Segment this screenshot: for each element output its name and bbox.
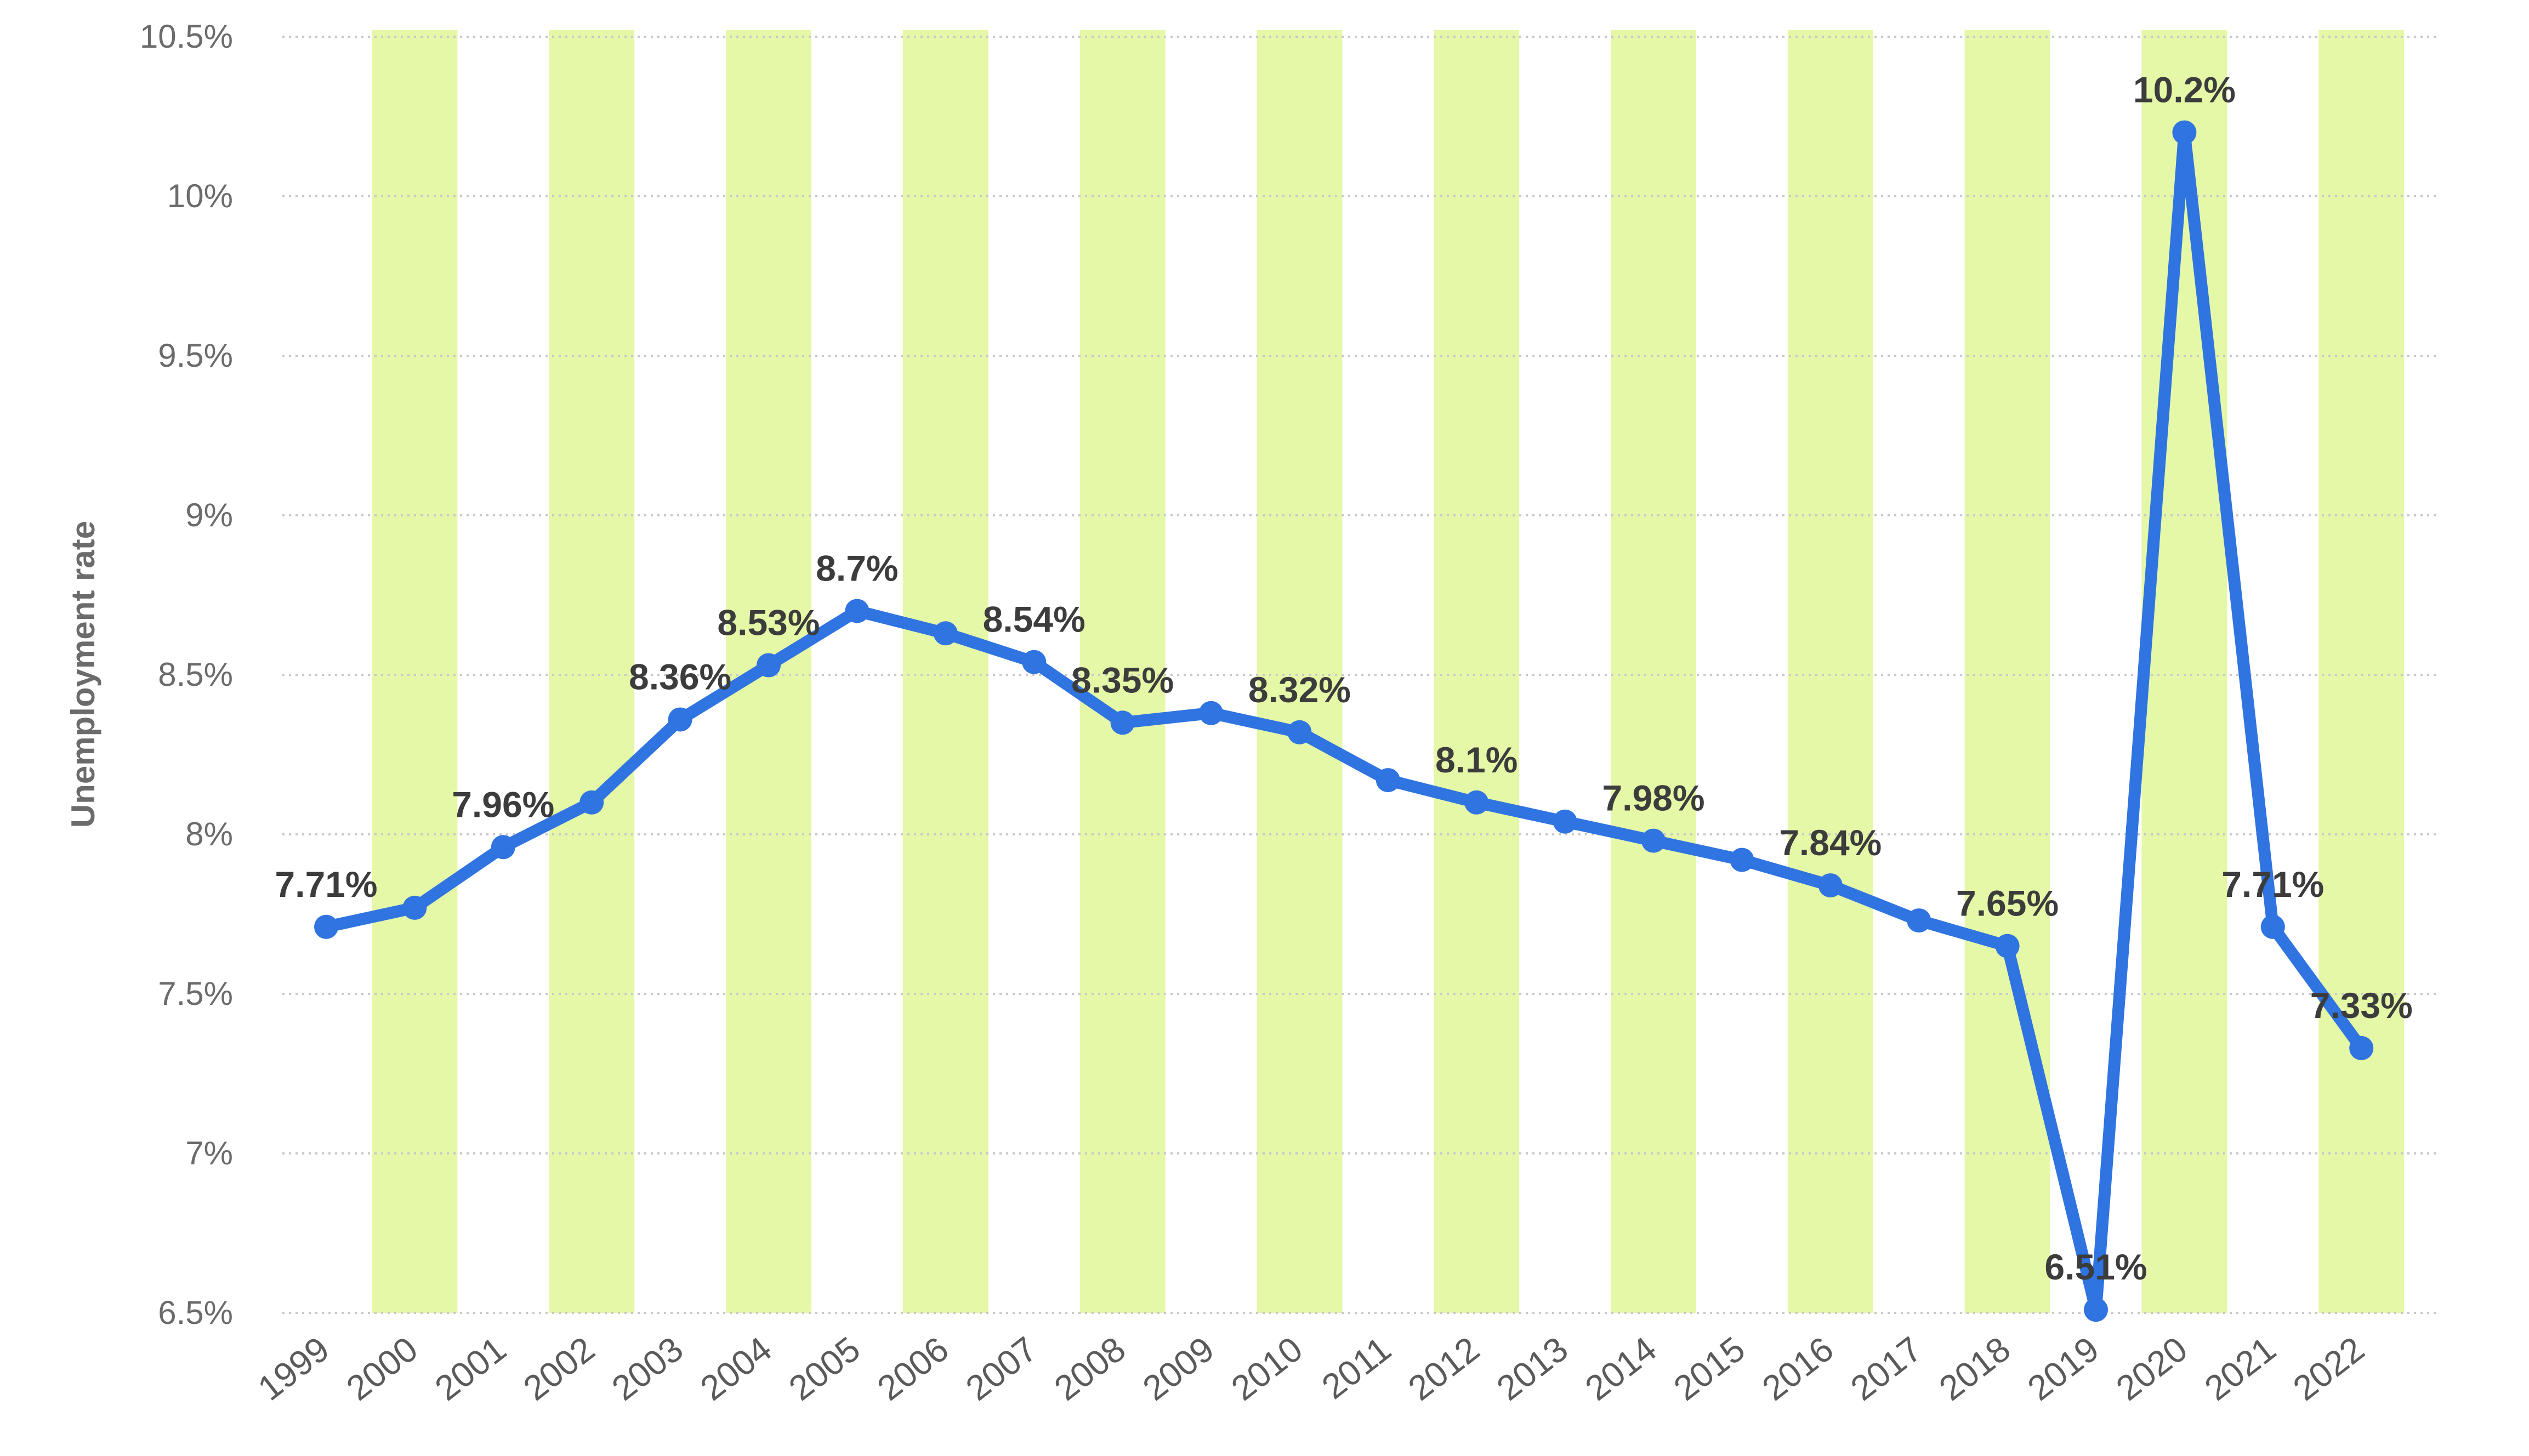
- data-label-2018: 7.65%: [1956, 883, 2059, 924]
- data-point-2016: [1818, 873, 1843, 898]
- data-point-2002: [579, 790, 604, 815]
- band-2020: [2141, 30, 2227, 1313]
- y-tick-label: 7%: [185, 1135, 233, 1171]
- data-label-2020: 10.2%: [2133, 70, 2236, 110]
- data-point-2014: [1641, 828, 1666, 853]
- data-label-2010: 8.32%: [1248, 669, 1351, 710]
- x-tick-label: 2011: [1315, 1329, 1399, 1406]
- x-axis-ticks: 1999 2000 2001 2002 2003 2004 2005 2006 2007 2008…: [251, 1329, 2372, 1408]
- x-tick-label: 2003: [605, 1329, 691, 1408]
- data-point-2007: [1022, 650, 1047, 674]
- x-tick-label: 2000: [339, 1329, 425, 1408]
- data-point-2019: [2084, 1298, 2108, 1322]
- band-2006: [902, 30, 988, 1313]
- x-tick-label: 2016: [1755, 1329, 1841, 1408]
- data-point-2004: [757, 653, 781, 678]
- data-points: [314, 120, 2374, 1322]
- band-2022: [2318, 30, 2405, 1313]
- series-unemployment: [320, 126, 2368, 1316]
- data-point-2011: [1376, 768, 1400, 793]
- data-point-2010: [1287, 720, 1312, 744]
- data-point-2006: [933, 621, 958, 646]
- data-point-2020: [2172, 120, 2197, 145]
- data-point-2001: [491, 835, 515, 860]
- x-tick-label: 2014: [1578, 1329, 1664, 1408]
- band-2000: [372, 30, 458, 1313]
- data-point-2012: [1464, 790, 1489, 815]
- data-point-2018: [1995, 934, 2020, 958]
- x-tick-label: 2017: [1843, 1329, 1929, 1408]
- gridlines: [282, 36, 2440, 1314]
- x-tick-label: 2006: [870, 1329, 956, 1408]
- data-point-2021: [2260, 914, 2285, 939]
- y-tick-label: 10.5%: [140, 18, 233, 55]
- band-2012: [1434, 30, 1520, 1313]
- data-point-2005: [845, 599, 869, 623]
- data-label-2022: 7.33%: [2310, 985, 2413, 1026]
- data-label-2019: 6.51%: [2044, 1247, 2147, 1287]
- x-tick-label: 2010: [1224, 1329, 1310, 1408]
- y-axis-ticks: 6.5% 7% 7.5% 8% 8.5% 9% 9.5% 10% 10.5%: [140, 18, 233, 1331]
- x-tick-label: 1999: [251, 1329, 337, 1408]
- data-label-2001: 7.96%: [452, 784, 554, 824]
- y-axis-label: Unemployment rate: [65, 521, 101, 828]
- data-label-2016: 7.84%: [1779, 822, 1882, 863]
- data-point-2000: [402, 895, 427, 920]
- x-tick-label: 2007: [958, 1329, 1044, 1408]
- data-point-2008: [1110, 710, 1135, 735]
- x-tick-label: 2019: [2020, 1329, 2106, 1408]
- data-label-2012: 8.1%: [1435, 740, 1518, 780]
- data-label-2021: 7.71%: [2221, 864, 2324, 905]
- data-labels: 7.71% 7.96% 8.36% 8.53% 8.7% 8.54% 8.35% 8.32% 8…: [275, 70, 2412, 1288]
- data-label-2005: 8.7%: [816, 548, 898, 589]
- x-tick-label: 2012: [1401, 1329, 1487, 1408]
- y-tick-label: 7.5%: [158, 975, 233, 1012]
- y-tick-label: 8.5%: [158, 656, 233, 693]
- x-tick-label: 2009: [1135, 1329, 1221, 1408]
- band-2008: [1079, 30, 1166, 1313]
- data-point-2022: [2349, 1036, 2374, 1060]
- data-point-2003: [668, 707, 692, 732]
- x-tick-label: 2022: [2286, 1329, 2372, 1408]
- data-label-1999: 7.71%: [275, 864, 377, 905]
- data-label-2008: 8.35%: [1071, 659, 1174, 700]
- y-tick-label: 10%: [167, 178, 233, 214]
- x-tick-label: 2015: [1666, 1329, 1752, 1408]
- y-tick-label: 8%: [185, 816, 233, 852]
- year-bands: [372, 30, 2405, 1313]
- x-tick-label: 2008: [1047, 1329, 1133, 1408]
- x-tick-label: 2018: [1932, 1329, 2018, 1408]
- data-label-2004: 8.53%: [717, 602, 820, 643]
- series-line: [320, 126, 2368, 1316]
- data-point-1999: [314, 914, 338, 939]
- band-2016: [1787, 30, 1873, 1313]
- data-point-2009: [1199, 701, 1223, 725]
- y-tick-label: 9.5%: [158, 337, 233, 374]
- x-tick-label: 2020: [2109, 1329, 2195, 1408]
- x-tick-label: 2001: [428, 1329, 514, 1408]
- data-point-2017: [1907, 908, 1931, 933]
- x-tick-label: 2004: [693, 1329, 779, 1408]
- band-2010: [1257, 30, 1343, 1313]
- band-2018: [1964, 30, 2050, 1313]
- x-tick-label: 2002: [516, 1329, 602, 1408]
- band-2014: [1611, 30, 1696, 1313]
- data-point-2013: [1553, 809, 1577, 834]
- data-point-2015: [1730, 848, 1754, 872]
- data-label-2007: 8.54%: [983, 599, 1086, 640]
- band-2002: [549, 30, 635, 1313]
- x-tick-label: 2005: [781, 1329, 867, 1408]
- x-tick-label: 2021: [2197, 1329, 2283, 1408]
- data-label-2003: 8.36%: [629, 657, 731, 697]
- y-tick-label: 6.5%: [158, 1294, 233, 1331]
- x-tick-label: 2013: [1490, 1329, 1576, 1408]
- data-label-2014: 7.98%: [1602, 778, 1704, 818]
- y-tick-label: 9%: [185, 497, 233, 533]
